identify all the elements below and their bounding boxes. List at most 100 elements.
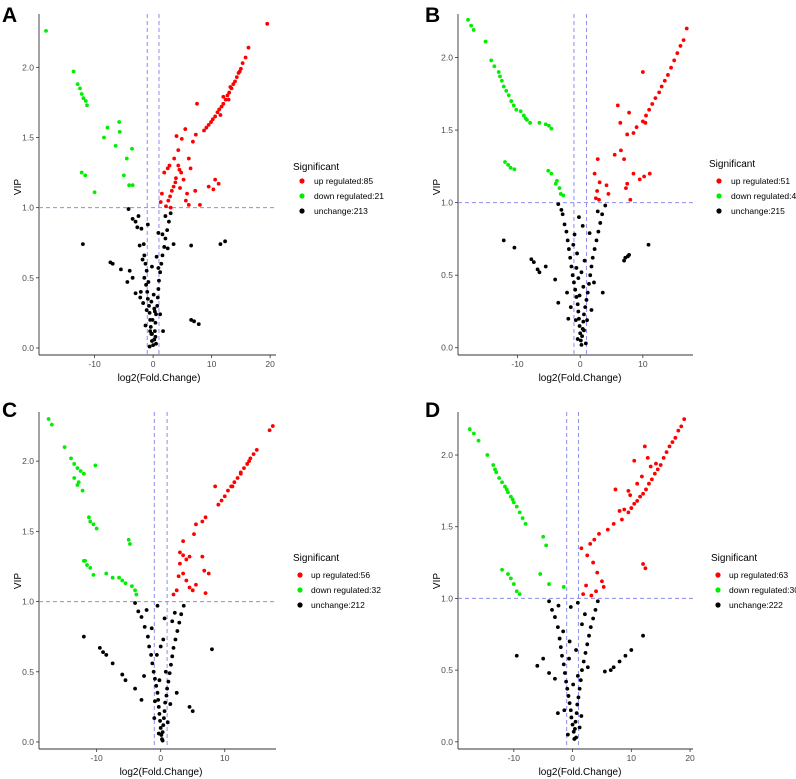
- point-unchange: [574, 266, 579, 270]
- point-down: [62, 445, 67, 450]
- point-unchange: [165, 228, 170, 233]
- point-down: [498, 74, 502, 79]
- point-unchange: [154, 683, 159, 688]
- point-unchange: [592, 247, 597, 251]
- point-up: [265, 21, 270, 26]
- point-unchange: [582, 258, 587, 263]
- point-down: [123, 581, 128, 586]
- legend-label-down: down regulated:32: [311, 585, 381, 595]
- point-unchange: [579, 342, 584, 347]
- point-unchange: [142, 253, 147, 258]
- point-unchange: [167, 671, 172, 676]
- point-down: [85, 103, 89, 108]
- point-up: [195, 101, 199, 106]
- point-unchange: [159, 261, 164, 266]
- point-up: [611, 521, 616, 526]
- point-down: [500, 567, 504, 572]
- point-up: [579, 546, 584, 551]
- point-down: [128, 542, 132, 546]
- point-unchange: [576, 276, 581, 280]
- point-unchange: [583, 612, 587, 617]
- point-up: [178, 561, 182, 566]
- point-unchange: [133, 686, 137, 691]
- point-unchange: [171, 646, 176, 650]
- point-down: [71, 69, 76, 74]
- point-down: [130, 183, 135, 188]
- point-unchange: [158, 270, 163, 275]
- point-down: [496, 70, 501, 74]
- point-down: [83, 99, 88, 103]
- point-down: [129, 584, 134, 589]
- point-unchange: [165, 246, 170, 251]
- point-up: [643, 120, 648, 125]
- point-down: [91, 522, 96, 527]
- point-down: [520, 516, 525, 521]
- point-down: [510, 497, 515, 502]
- point-down: [501, 84, 506, 89]
- y-axis-title: VIP: [432, 573, 443, 589]
- point-up: [647, 107, 652, 112]
- point-up: [581, 592, 586, 597]
- point-unchange: [578, 338, 583, 343]
- x-tick-label: 0: [158, 753, 163, 763]
- point-up: [172, 156, 177, 161]
- point-up: [649, 477, 654, 482]
- legend-marker-down: [299, 193, 305, 199]
- point-unchange: [575, 600, 580, 605]
- point-unchange: [210, 647, 214, 652]
- point-up: [592, 171, 597, 176]
- point-unchange: [575, 673, 580, 678]
- point-up: [679, 424, 684, 429]
- point-unchange: [574, 735, 578, 740]
- point-unchange: [583, 651, 588, 655]
- point-unchange: [580, 223, 585, 228]
- point-unchange: [556, 202, 561, 206]
- point-up: [585, 553, 590, 558]
- point-unchange: [145, 296, 150, 301]
- point-up: [216, 502, 221, 507]
- point-down: [538, 572, 543, 576]
- point-down: [489, 58, 494, 63]
- point-unchange: [585, 290, 590, 295]
- y-tick-label: 1.5: [441, 125, 453, 135]
- point-up: [644, 113, 648, 118]
- point-up: [661, 455, 666, 460]
- point-down: [87, 515, 91, 520]
- point-up: [246, 45, 251, 50]
- point-down: [561, 193, 566, 198]
- point-unchange: [189, 318, 194, 322]
- point-unchange: [577, 725, 582, 730]
- point-up: [625, 181, 630, 186]
- legend-label-down: down regulated:30: [729, 585, 796, 595]
- point-unchange: [646, 242, 651, 247]
- point-up: [631, 171, 636, 176]
- point-unchange: [153, 676, 157, 681]
- point-up: [601, 585, 606, 589]
- point-unchange: [550, 607, 554, 612]
- point-unchange: [531, 260, 536, 265]
- point-down: [117, 120, 122, 124]
- point-up: [655, 467, 660, 472]
- point-unchange: [153, 699, 157, 704]
- point-unchange: [573, 287, 578, 292]
- point-up: [181, 177, 186, 182]
- x-tick-label: -10: [91, 753, 104, 763]
- point-unchange: [148, 329, 153, 334]
- point-down: [491, 463, 496, 467]
- point-down: [471, 28, 476, 32]
- point-unchange: [553, 676, 557, 681]
- point-unchange: [171, 242, 176, 247]
- x-axis-title: log2(Fold.Change): [118, 373, 201, 384]
- point-up: [176, 163, 181, 168]
- legend-label-unchange: unchange:215: [731, 206, 785, 216]
- legend-label-up: up regulated:56: [311, 570, 370, 580]
- point-unchange: [567, 247, 571, 251]
- point-up: [673, 435, 678, 440]
- point-unchange: [158, 644, 163, 649]
- point-unchange: [579, 270, 584, 275]
- point-unchange: [136, 214, 141, 218]
- point-down: [88, 565, 93, 570]
- point-unchange: [168, 211, 173, 216]
- point-up: [166, 198, 171, 203]
- point-up: [243, 55, 248, 60]
